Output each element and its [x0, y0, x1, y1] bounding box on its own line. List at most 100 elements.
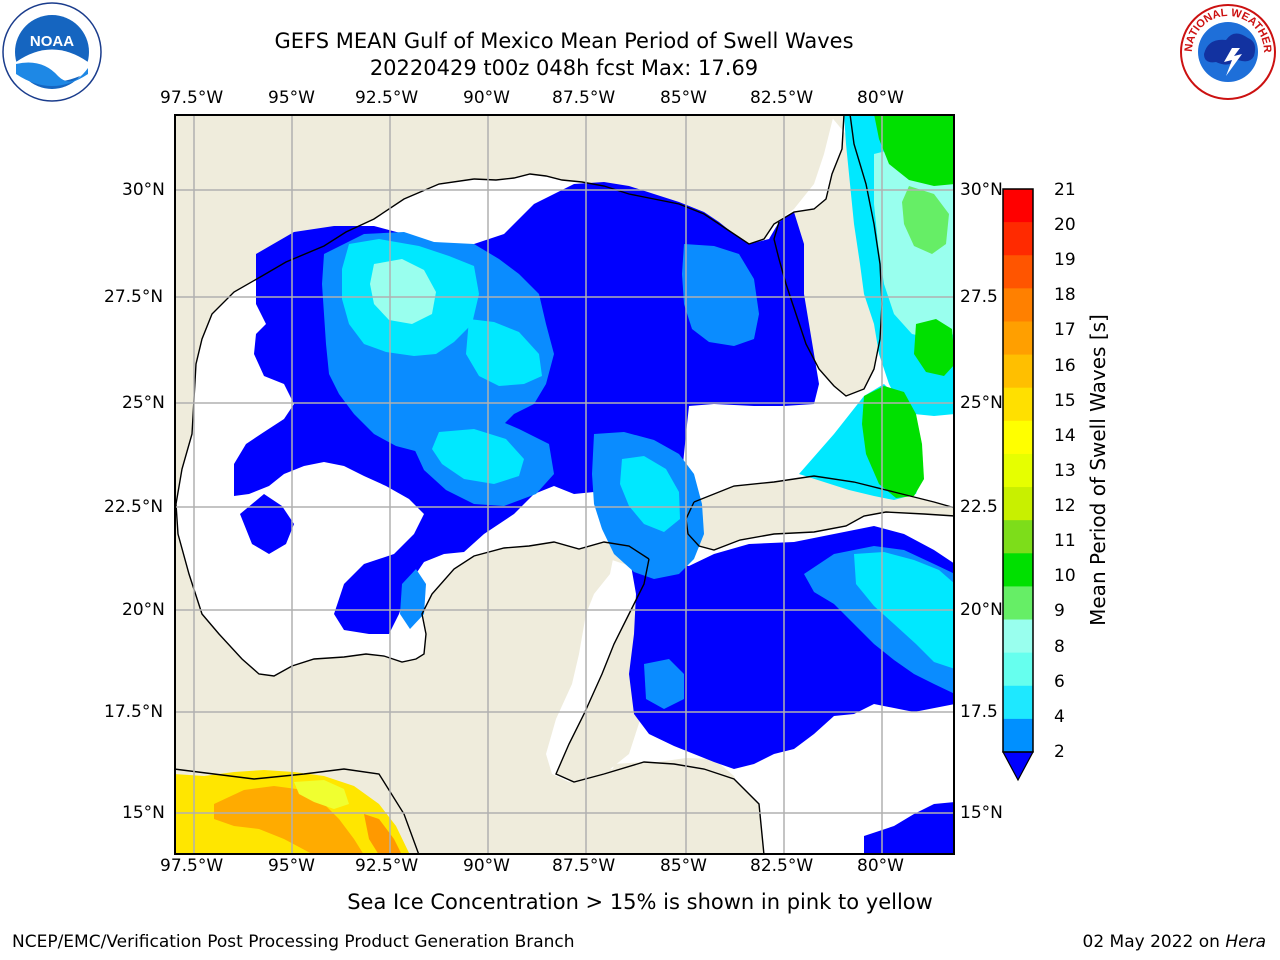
colorbar-band — [1003, 652, 1033, 687]
footer-date: 02 May 2022 on — [1082, 932, 1226, 952]
land-honduras — [594, 762, 764, 855]
map-frame — [174, 114, 955, 855]
colorbar-tick: 11 — [1054, 531, 1076, 551]
map-canvas — [173, 113, 956, 856]
colorbar-band — [1003, 586, 1033, 621]
colorbar-tick: 16 — [1054, 356, 1076, 376]
field-light-cyan — [370, 259, 436, 324]
colorbar-band — [1003, 487, 1033, 521]
lat-label: 25°N — [960, 393, 1003, 413]
lon-label: 82.5°W — [750, 856, 814, 876]
colorbar-band — [1003, 255, 1033, 289]
colorbar-tick: 13 — [1054, 461, 1076, 481]
coastlines — [173, 113, 956, 856]
colorbar-band — [1003, 453, 1033, 488]
lon-label: 87.5°W — [552, 856, 616, 876]
colorbar-tick: 14 — [1054, 426, 1076, 446]
land-yucatan — [556, 542, 660, 782]
colorbar-band — [1003, 520, 1033, 554]
svg-text:NOAA: NOAA — [30, 33, 74, 50]
field-cyan-center — [466, 319, 542, 386]
colorbar-tick: 17 — [1054, 320, 1076, 340]
field-medium-blue-w — [400, 569, 426, 629]
lat-label: 20°N — [960, 600, 1003, 620]
colorbar-band — [1003, 420, 1033, 455]
lon-label: 92.5°W — [355, 88, 419, 108]
colorbar-band — [1003, 222, 1033, 256]
field-dark-blue-sw-patch — [864, 802, 955, 855]
gridlines — [174, 114, 955, 855]
colorbar-tick: 2 — [1054, 742, 1065, 762]
colorbar-band — [1003, 354, 1033, 389]
lat-label: 22.5 — [960, 497, 998, 517]
lon-label: 95°W — [268, 88, 315, 108]
lat-label: 30°N — [960, 180, 1003, 200]
colorbar — [1000, 188, 1040, 783]
lat-label: 30°N — [122, 180, 165, 200]
chart-subtitle: 20220429 t00z 048h fcst Max: 17.69 — [369, 56, 759, 80]
lat-label: 15°N — [960, 803, 1003, 823]
colorbar-band — [1003, 321, 1033, 356]
lat-label: 27.5°N — [104, 287, 164, 307]
coastline-yucatan — [555, 558, 650, 783]
colorbar-frame — [1002, 188, 1034, 753]
nws-logo-icon: NATIONAL WEATHER SERVICE — [1174, 0, 1278, 102]
lon-label: 92.5°W — [355, 856, 419, 876]
colorbar-band — [1003, 288, 1033, 322]
lon-label: 95°W — [268, 856, 315, 876]
lat-label: 22.5°N — [104, 497, 164, 517]
field-dark-blue-left-patch — [240, 494, 294, 554]
colorbar-label: Mean Period of Swell Waves [s] — [1086, 314, 1110, 626]
coastline-gulf-west — [175, 178, 650, 677]
field-cyan-south — [432, 429, 524, 484]
lon-label: 90°W — [463, 856, 510, 876]
footer-right: 02 May 2022 on Hera — [1083, 932, 1267, 952]
colorbar-tick: 21 — [1054, 180, 1076, 200]
colorbar-tick: 18 — [1054, 285, 1076, 305]
field-medium-blue-east — [682, 244, 759, 346]
lon-label: 90°W — [463, 88, 510, 108]
lat-label: 20°N — [122, 600, 165, 620]
colorbar-tick: 4 — [1054, 707, 1065, 727]
field-green-east — [874, 114, 955, 186]
lat-label: 17.5 — [960, 702, 998, 722]
colorbar-bands — [1003, 189, 1033, 753]
colorbar-tick: 12 — [1054, 496, 1076, 516]
colorbar-tick: 15 — [1054, 391, 1076, 411]
sea-ice-note: Sea Ice Concentration > 15% is shown in … — [347, 890, 933, 914]
field-green-bahamas — [914, 319, 955, 376]
lon-label: 87.5°W — [552, 88, 616, 108]
lon-label: 85°W — [660, 856, 707, 876]
field-cyan-yuc — [620, 456, 680, 532]
noaa-logo-icon: NOAA — [2, 2, 102, 102]
lon-label: 80°W — [857, 856, 904, 876]
field-medium-blue-bottom — [644, 659, 684, 709]
colorbar-band — [1003, 553, 1033, 587]
lat-label: 25°N — [122, 393, 165, 413]
colorbar-tick: 10 — [1054, 566, 1076, 586]
colorbar-band — [1003, 685, 1033, 720]
colorbar-tick: 6 — [1054, 672, 1065, 692]
field-green-keys — [862, 386, 924, 498]
lat-label: 17.5°N — [104, 702, 164, 722]
field-lightgreen-east — [902, 186, 949, 254]
colorbar-tick: 9 — [1054, 601, 1065, 621]
coastline-florida-west — [773, 113, 883, 397]
land-mexico-texas — [174, 114, 752, 855]
coastline-us-north — [473, 113, 845, 245]
footer-host: Hera — [1225, 932, 1266, 952]
colorbar-band — [1003, 387, 1033, 422]
colorbar-extend-arrow — [1001, 751, 1035, 782]
lon-label: 97.5°W — [160, 856, 224, 876]
footer-left: NCEP/EMC/Verification Post Processing Pr… — [12, 932, 575, 952]
lat-label: 27.5 — [960, 287, 998, 307]
colorbar-tick: 20 — [1054, 215, 1076, 235]
coastline-pacific — [173, 768, 420, 856]
colorbar-tick: 8 — [1054, 637, 1065, 657]
colorbar-band — [1003, 619, 1033, 654]
map-panel — [173, 113, 956, 856]
lon-label: 82.5°W — [750, 88, 814, 108]
field-orange-dark-sw — [364, 814, 402, 855]
colorbar-tick: 19 — [1054, 250, 1076, 270]
chart-title: GEFS MEAN Gulf of Mexico Mean Period of … — [274, 29, 854, 53]
